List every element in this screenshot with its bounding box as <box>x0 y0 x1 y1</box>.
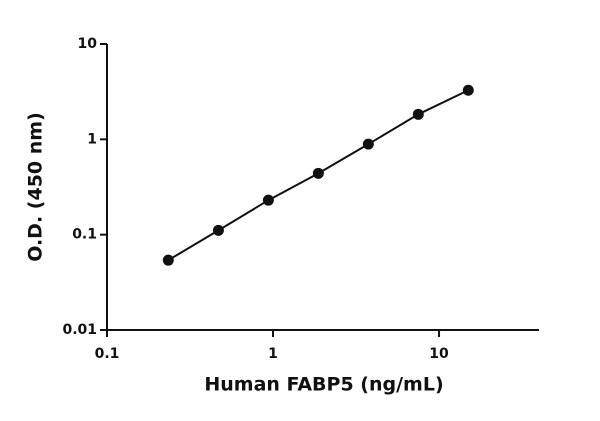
y-tick-label: 0.1 <box>72 227 97 243</box>
data-point <box>212 224 224 236</box>
y-tick-label: 0.01 <box>62 322 97 338</box>
data-point <box>462 84 474 96</box>
data-point <box>162 254 174 266</box>
data-point <box>412 108 424 120</box>
y-tick-label: 1 <box>87 131 97 147</box>
x-tick-label: 0.1 <box>95 346 120 362</box>
y-tick-label: 10 <box>78 36 98 52</box>
x-axis-label: Human FABP5 (ng/mL) <box>204 374 443 396</box>
data-point <box>262 194 274 206</box>
y-axis-label: O.D. (450 nm) <box>25 112 47 262</box>
data-point <box>362 138 374 150</box>
x-tick-label: 10 <box>429 346 449 362</box>
x-tick-label: 1 <box>268 346 278 362</box>
data-point <box>312 167 324 179</box>
